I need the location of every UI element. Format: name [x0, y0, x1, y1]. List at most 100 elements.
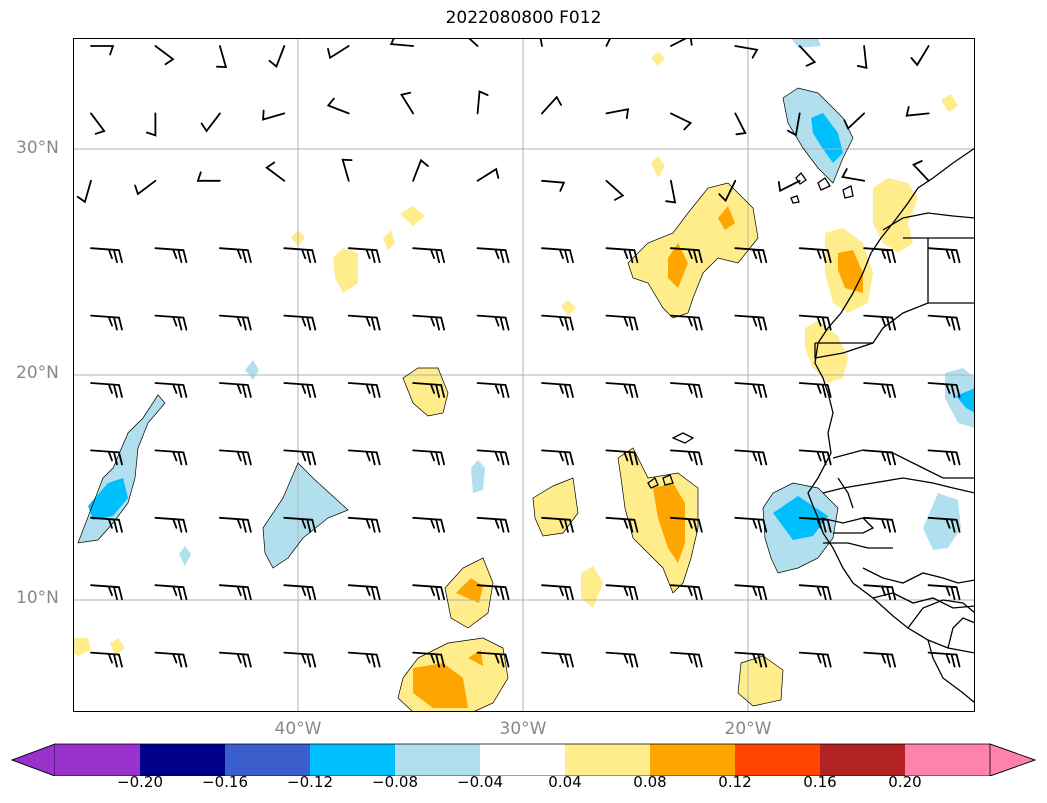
- wind-barb: [412, 247, 446, 264]
- wind-barb: [734, 45, 759, 59]
- colorbar-extend-min: [10, 743, 56, 776]
- wind-barb: [268, 45, 286, 68]
- wind-barb: [196, 171, 221, 182]
- pos-anomaly-core: [668, 243, 688, 288]
- wind-barb: [347, 247, 381, 264]
- wind-barb: [798, 651, 832, 668]
- wind-barb: [154, 651, 188, 668]
- wind-barb: [283, 247, 317, 264]
- lon-label-40w: 40°W: [274, 719, 322, 739]
- wind-barb: [476, 584, 510, 601]
- neg-anomaly-region: [791, 38, 821, 48]
- wind-barb: [798, 314, 832, 331]
- wind-barb: [412, 158, 429, 182]
- wind-barb: [605, 516, 639, 533]
- wind-barb: [605, 584, 639, 601]
- wind-barb: [798, 247, 832, 264]
- colorbar-tick-label: 0.12: [718, 773, 752, 791]
- wind-barb: [605, 382, 639, 398]
- wind-barb: [154, 584, 188, 601]
- wind-barb: [734, 516, 768, 533]
- pos-anomaly-region: [333, 248, 358, 293]
- lat-label-10n: 10°N: [16, 588, 59, 608]
- pos-anomaly-region: [651, 52, 665, 66]
- colorbar-segment: [55, 744, 141, 776]
- colorbar: [10, 743, 1037, 776]
- pos-anomaly-core: [456, 578, 483, 603]
- colorbar-segment: [650, 744, 736, 776]
- pos-anomaly-region: [383, 230, 395, 250]
- wind-barb: [927, 382, 961, 398]
- pos-anomaly-region: [873, 178, 918, 253]
- wind-barb: [134, 179, 157, 196]
- wind-barb: [265, 161, 286, 182]
- wind-barb: [605, 314, 639, 331]
- wind-barb: [476, 167, 500, 182]
- map-plot-area[interactable]: [73, 38, 975, 712]
- wind-barb: [341, 158, 353, 182]
- wind-barb: [605, 108, 630, 119]
- wind-barb: [476, 247, 510, 264]
- wind-barb: [90, 584, 123, 601]
- colorbar-segment: [480, 744, 566, 776]
- lat-label-30n: 30°N: [16, 138, 59, 158]
- wind-barb: [90, 516, 123, 533]
- wind-barb: [283, 449, 317, 466]
- wind-barb: [863, 449, 897, 466]
- wind-barb: [347, 584, 381, 601]
- wind-barb: [218, 516, 252, 533]
- wind-barb: [90, 382, 123, 398]
- wind-barbs: [76, 38, 961, 668]
- wind-barb: [476, 651, 510, 668]
- wind-barb: [154, 247, 188, 264]
- wind-barb: [927, 584, 961, 601]
- pos-anomaly-core: [718, 206, 735, 230]
- wind-barb: [777, 179, 801, 193]
- wind-barb: [910, 45, 930, 67]
- colorbar-tick-label: −0.04: [457, 773, 503, 791]
- pos-anomaly-core: [653, 483, 685, 563]
- neg-anomaly-core: [811, 113, 843, 163]
- wind-barb: [154, 314, 188, 331]
- wind-barb: [90, 651, 123, 668]
- colorbar-tick-label: 0.20: [888, 773, 922, 791]
- neg-anomaly-core: [88, 478, 128, 520]
- map-canvas: [73, 38, 975, 712]
- wind-barb: [670, 38, 693, 47]
- wind-barb: [476, 314, 510, 331]
- pos-anomaly-region: [805, 321, 848, 383]
- wind-barb: [154, 516, 188, 533]
- coastlines: [647, 147, 975, 704]
- wind-barb: [927, 449, 961, 466]
- wind-barb: [154, 449, 188, 466]
- wind-barb: [218, 247, 252, 264]
- wind-barb: [541, 382, 574, 398]
- wind-barb: [283, 584, 317, 601]
- wind-barb: [146, 112, 157, 137]
- wind-barb: [476, 90, 489, 115]
- pos-anomaly-core: [838, 250, 863, 293]
- colorbar-tick-label: −0.08: [372, 773, 418, 791]
- wind-barb: [669, 449, 703, 466]
- wind-barb: [669, 516, 703, 533]
- lon-label-20w: 20°W: [724, 719, 772, 739]
- wind-barb: [912, 160, 930, 182]
- wind-barb: [347, 651, 381, 668]
- pos-anomaly-region: [941, 94, 958, 112]
- wind-barb: [76, 179, 92, 204]
- neg-anomaly-region: [179, 546, 191, 566]
- wind-barb: [412, 584, 446, 601]
- wind-barb: [327, 45, 350, 60]
- colorbar-segment: [565, 744, 651, 776]
- pos-anomaly-core: [413, 663, 468, 708]
- wind-barb: [347, 516, 381, 533]
- neg-anomaly-region: [78, 395, 165, 543]
- lon-label-30w: 30°W: [499, 719, 547, 739]
- wind-barb: [843, 112, 865, 130]
- wind-barb: [605, 651, 639, 668]
- wind-barb: [841, 168, 865, 182]
- wind-barb: [476, 449, 510, 466]
- wind-barb: [734, 651, 768, 668]
- colorbar-segment: [820, 744, 906, 776]
- pos-anomaly-region: [110, 638, 125, 656]
